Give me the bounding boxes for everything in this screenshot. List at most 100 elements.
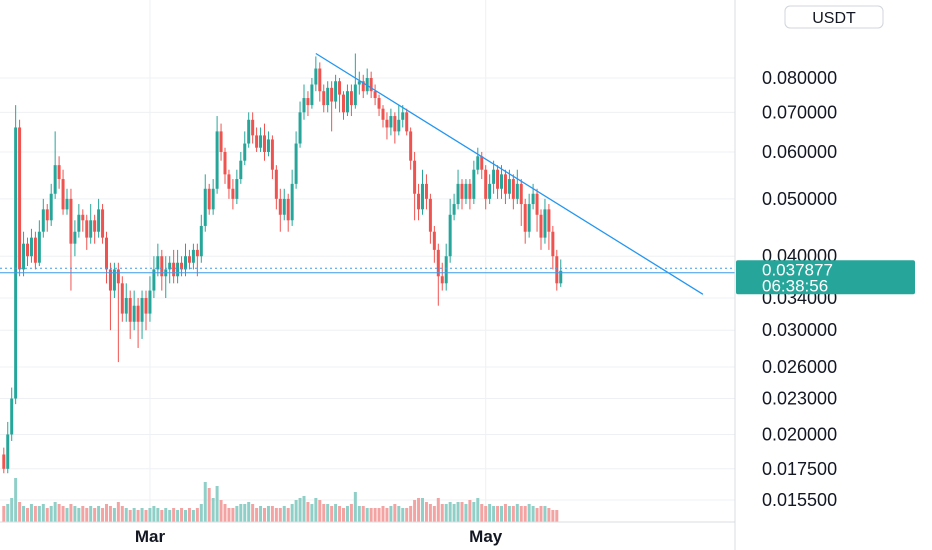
candle-body [180,262,184,270]
candle-body [243,143,247,161]
descending-trendline[interactable] [315,52,704,295]
candle-body [476,156,480,170]
volume-bar [436,498,440,522]
volume-bar [136,510,140,522]
volume-bar [97,506,101,522]
volume-bar [507,506,511,522]
candle-body [492,169,496,184]
price-tick-label: 0.015500 [762,490,837,510]
candle-body [334,81,338,102]
candle-body [342,94,345,113]
candle-body [515,183,519,199]
candle-body [195,249,199,257]
volume-bar [274,508,278,522]
volume-bar [294,500,298,522]
candle-body [389,116,393,128]
volume-bar [330,506,334,522]
volume-bar [29,504,33,522]
volume-bar [523,506,527,522]
candle-body [559,270,563,284]
volume-bar [263,508,266,522]
candle-body [539,214,543,238]
candle-body [460,183,464,199]
time-tick-label: May [469,527,503,546]
candle-body [503,174,507,194]
candle-body [112,269,116,291]
price-tick-label: 0.020000 [762,424,837,444]
volume-bar [424,502,428,522]
currency-label[interactable]: USDT [812,10,856,27]
candle-body [282,198,286,215]
candle-body [172,262,176,277]
time-axis[interactable]: Mar May [135,527,503,546]
candle-body [152,269,156,291]
volume-bar [503,504,507,522]
candle-body [49,193,53,221]
volume-bar [278,508,282,522]
volume-bar [259,506,263,522]
candle-body [428,198,432,232]
candle-body [270,139,274,170]
volume-bar [187,508,191,522]
volume-bar [93,508,97,522]
candle-body [365,78,369,92]
volume-bar [45,508,49,522]
candle-body [235,179,239,199]
volume-bars [2,478,559,522]
volume-bar [306,502,310,522]
candle-body [136,305,140,322]
volume-bar [176,510,180,522]
candle-body [124,298,128,314]
volume-bar [468,500,472,522]
volume-bar [555,510,559,522]
volume-bar [211,498,215,522]
price-tick-label: 0.080000 [762,68,837,88]
candle-body [440,276,444,284]
volume-bar [61,506,65,522]
volume-bar [22,506,26,522]
current-price-badge-bg [736,260,915,295]
currency-button[interactable]: USDT [784,5,884,29]
candle-body [551,231,555,257]
candle-body [448,214,452,257]
candle-body [468,183,472,199]
price-axis[interactable]: 0.0800000.0700000.0600000.0500000.040000… [762,68,837,510]
volume-bar [515,504,519,522]
time-tick-label: Mar [135,527,166,546]
candle-body [69,198,73,244]
candle-body [101,209,105,238]
candle-body [527,204,531,232]
volume-bar [492,506,496,522]
candle-body [361,81,365,92]
candle-body [251,119,255,136]
candle-body [132,305,136,322]
candle-body [369,78,373,92]
volume-bar [547,508,551,522]
candle-body [53,165,57,194]
volume-bar [290,504,294,522]
candle-body [405,112,409,132]
volume-bar [89,506,93,522]
candle-body [401,112,405,120]
volume-bar [266,506,270,522]
candle-body [37,231,41,263]
candle-body [373,91,377,99]
volume-bar [239,504,243,522]
volume-bar [199,504,203,522]
volume-bar [511,506,515,522]
volume-bar [298,498,302,522]
currency-button-bg[interactable] [784,5,884,29]
volume-bar [472,502,476,522]
volume-bar [460,502,464,522]
volume-bar [128,510,132,522]
candle-body [345,91,349,113]
candle-body [215,131,219,189]
candle-body [278,198,282,215]
candle-body [452,204,456,215]
volume-bar [401,508,405,522]
volume-bar [539,506,543,522]
volume-bar [6,504,10,522]
candle-body [211,188,215,210]
